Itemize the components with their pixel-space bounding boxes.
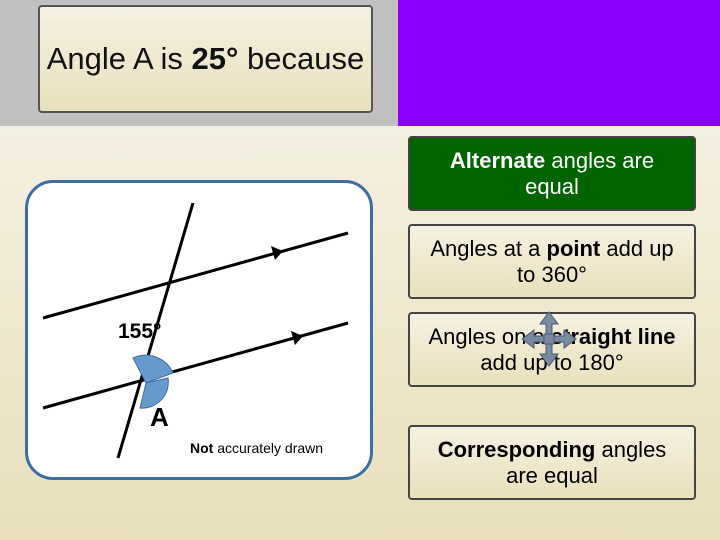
title-text: Angle A is 25° because — [47, 41, 365, 77]
answer-corresponding-label: Corresponding angles are equal — [420, 437, 684, 488]
label-a: A — [150, 402, 169, 433]
angle-diagram-svg — [28, 183, 370, 477]
answer-alternate-label: Alternate angles are equal — [420, 148, 684, 199]
not-accurately-drawn: Not accurately drawn — [190, 440, 323, 456]
answer-point-label: Angles at a point add up to 360° — [420, 236, 684, 287]
answer-alternate[interactable]: Alternate angles are equal — [408, 136, 696, 211]
label-155: 155° — [118, 320, 161, 344]
diagram-panel — [25, 180, 373, 480]
answer-corresponding[interactable]: Corresponding angles are equal — [408, 425, 696, 500]
title-box: Angle A is 25° because — [38, 5, 373, 113]
top-right-purple — [398, 0, 720, 126]
answer-point[interactable]: Angles at a point add up to 360° — [408, 224, 696, 299]
four-arrow-icon — [520, 310, 578, 368]
